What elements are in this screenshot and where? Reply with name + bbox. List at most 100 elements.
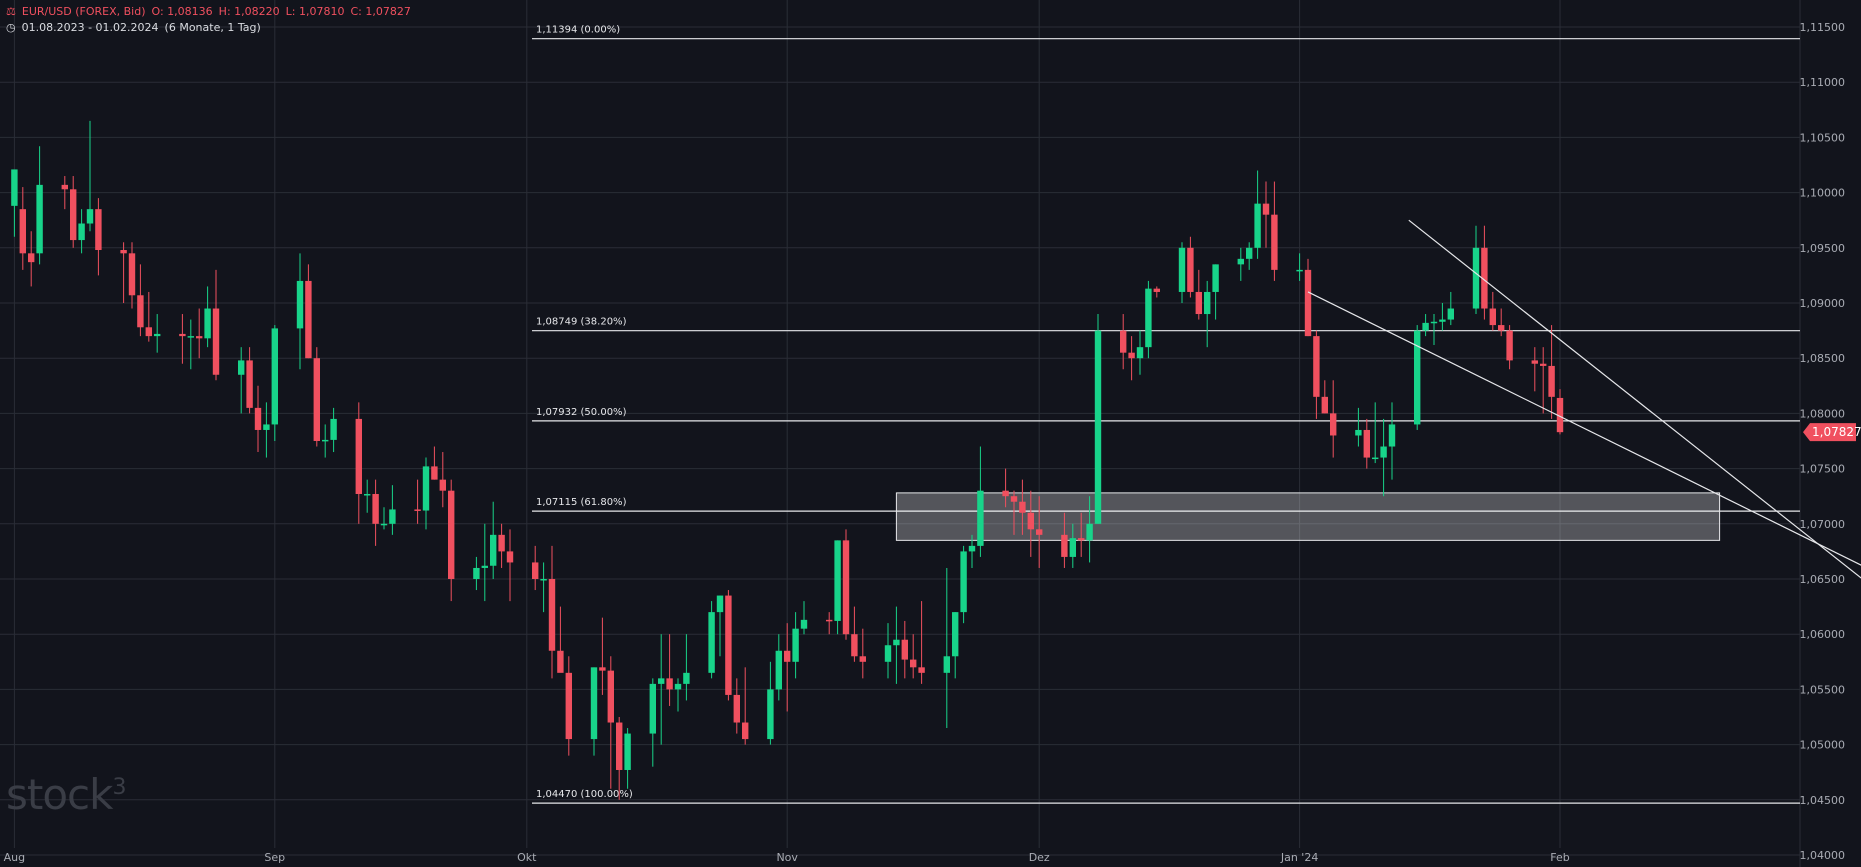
candle-body <box>1010 496 1018 502</box>
candle-body <box>1363 429 1370 458</box>
candle-body <box>1195 291 1202 315</box>
support-zone-rect <box>895 492 1721 541</box>
candle-body <box>246 360 253 408</box>
ohlc-low: L: 1,07810 <box>285 5 345 18</box>
candle-body <box>548 579 556 651</box>
price-tick: 1,09500 <box>1800 242 1846 255</box>
price-tick: 1,10000 <box>1800 187 1846 200</box>
candle-body <box>322 439 329 442</box>
candle-body <box>842 540 850 635</box>
candle-body <box>1120 330 1127 353</box>
candle-body <box>792 628 799 662</box>
candle-body <box>1498 325 1505 331</box>
candle-body <box>1531 360 1538 364</box>
candle-body <box>1204 291 1211 315</box>
candle-body <box>1321 396 1328 414</box>
range-header: ◷ 01.08.2023 - 01.02.2024 (6 Monate, 1 Tag… <box>6 21 267 34</box>
candle-body <box>120 250 127 254</box>
date-range: 01.08.2023 - 01.02.2024 <box>21 21 159 34</box>
candle-body <box>674 683 682 690</box>
candle-body <box>826 619 833 622</box>
candle-body <box>884 645 892 662</box>
candle-body <box>1187 247 1194 292</box>
candle-body <box>616 722 623 770</box>
candle-body <box>95 209 102 251</box>
candle-body <box>254 407 262 430</box>
candle-body <box>1153 288 1160 292</box>
price-tick: 1,04000 <box>1800 849 1846 862</box>
candle-body <box>1094 330 1102 524</box>
price-tick: 1,11000 <box>1800 76 1846 89</box>
candle-body <box>624 733 631 770</box>
candle-body <box>187 336 194 338</box>
candle-body <box>473 567 480 579</box>
candle-body <box>1540 363 1547 366</box>
price-tick: 1,06500 <box>1800 573 1846 586</box>
grid <box>0 0 1801 867</box>
candle-body <box>775 650 782 690</box>
fib-level-label: 1,11394 (0.00%) <box>536 25 620 36</box>
candle-body <box>78 223 85 241</box>
candle-body <box>1439 319 1446 322</box>
price-axis: 1,11500 1,11000 1,10500 1,10000 1,09500 1,090… <box>1800 21 1846 862</box>
candle-body <box>28 253 35 263</box>
price-tick: 1,11500 <box>1800 21 1846 34</box>
candle-body <box>204 308 211 339</box>
candle-body <box>1380 446 1387 458</box>
candle-body <box>498 534 505 552</box>
price-tick: 1,08000 <box>1800 407 1846 420</box>
support-zone <box>895 492 1721 541</box>
price-tick: 1,08500 <box>1800 352 1846 365</box>
candle-body <box>683 672 690 684</box>
candle-body <box>742 722 749 740</box>
price-tick: 1,04500 <box>1800 794 1846 807</box>
candle-body <box>422 466 430 511</box>
candle-body <box>36 184 43 254</box>
price-tick: 1,07500 <box>1800 463 1846 476</box>
candle-body <box>1422 322 1429 331</box>
candle-body <box>952 612 959 657</box>
trendlines <box>1307 219 1861 579</box>
candle-body <box>960 551 967 613</box>
date-tick: Dez <box>1029 851 1050 864</box>
candle-body <box>1271 214 1278 270</box>
candle-body <box>414 509 421 511</box>
candle-body <box>1002 490 1009 497</box>
candle-body <box>1027 512 1034 530</box>
price-tick: 1,05500 <box>1800 683 1846 696</box>
candle-body <box>330 418 337 440</box>
clock-icon: ◷ <box>6 21 16 34</box>
candle-body <box>1237 258 1244 265</box>
candle-body <box>1069 538 1076 557</box>
candle-body <box>380 523 388 526</box>
candle-body <box>968 545 976 552</box>
candle-body <box>800 619 808 629</box>
candle-body <box>154 333 161 337</box>
candle-body <box>212 308 220 375</box>
candle-body <box>1548 365 1555 397</box>
price-tick: 1,06000 <box>1800 628 1846 641</box>
fib-level-label: 1,07115 (61.80%) <box>536 497 627 508</box>
candle-body <box>1481 247 1488 309</box>
candle-body <box>1086 523 1093 541</box>
date-tick: Okt <box>517 851 537 864</box>
candle-body <box>901 639 908 660</box>
candle-body <box>448 490 455 579</box>
candle-body <box>389 509 396 524</box>
candle-body <box>355 418 362 494</box>
candle-body <box>1304 269 1312 337</box>
candle-body <box>1145 288 1152 348</box>
candle-body <box>137 295 144 328</box>
candle-body <box>296 280 304 329</box>
candle-body <box>1212 264 1219 292</box>
candle-body <box>1262 203 1270 215</box>
price-tick: 1,09000 <box>1800 297 1846 310</box>
candle-body <box>481 565 488 568</box>
current-price-tag: 1,07827 <box>1803 423 1861 442</box>
symbol-header: ⚖ EUR/USD (FOREX, Bid) O: 1,08136 H: 1,0822… <box>6 5 417 18</box>
trendline <box>1408 219 1861 579</box>
candle-body <box>70 189 77 241</box>
candle-body <box>86 209 94 224</box>
date-tick: Aug <box>4 851 25 864</box>
